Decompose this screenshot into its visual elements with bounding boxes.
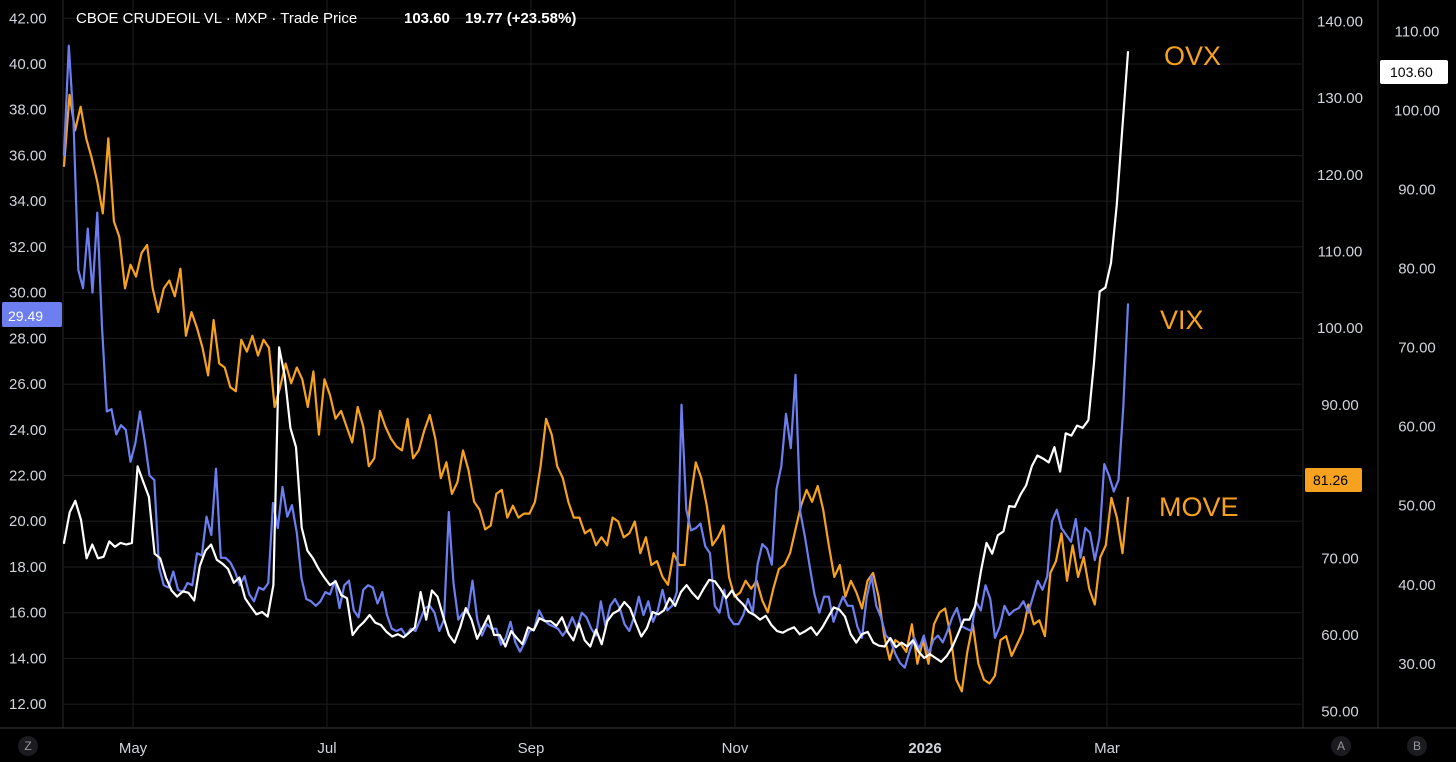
left-axis-tick-label: 34.00 <box>9 193 47 210</box>
series-layer <box>62 44 1130 693</box>
mid-axis-tick-label: 140.00 <box>1317 13 1363 30</box>
ovx-annotation: OVX <box>1164 41 1221 71</box>
left-axis-tick-label: 14.00 <box>9 650 47 667</box>
right-axis-tick-label: 80.00 <box>1398 261 1436 278</box>
right-axis-tick-label: 50.00 <box>1398 498 1436 515</box>
price-change-value: 19.77 (+23.58%) <box>465 10 576 27</box>
right-price-tag: 103.60 <box>1380 60 1448 84</box>
left-axis-tick-label: 30.00 <box>9 285 47 302</box>
crude-oil-vol-series-line[interactable] <box>62 50 1130 663</box>
left-axis-tick-label: 36.00 <box>9 147 47 164</box>
right-axis-tick-label: 90.00 <box>1398 182 1436 199</box>
left-price-tag: 29.49 <box>2 302 62 327</box>
mid-price-tag: 81.26 <box>1305 468 1362 492</box>
grid-lines <box>64 0 1302 727</box>
right-axis-tick-label: 40.00 <box>1398 577 1436 594</box>
right-axis-tick-label: 100.00 <box>1394 103 1440 120</box>
left-axis-tick-label: 16.00 <box>9 605 47 622</box>
right-price-axis[interactable]: 30.00 40.00 50.00 60.00 70.00 80.00 90.00 100.0… <box>1394 24 1440 673</box>
left-axis-tick-label: 32.00 <box>9 239 47 256</box>
right-axis-tick-label: 70.00 <box>1398 340 1436 357</box>
time-tick-label: Nov <box>722 740 749 757</box>
time-tick-label: Mar <box>1094 740 1120 757</box>
auto-scale-button-mid-label: A <box>1337 739 1345 753</box>
left-price-axis[interactable]: 12.00 14.00 16.00 18.00 20.00 22.00 24.00 26.00… <box>9 10 47 713</box>
left-axis-tick-label: 28.00 <box>9 330 47 347</box>
left-axis-tick-label: 20.00 <box>9 513 47 530</box>
move-series-line[interactable] <box>62 93 1130 693</box>
mid-axis-tick-label: 100.00 <box>1317 320 1363 337</box>
left-axis-tick-label: 24.00 <box>9 422 47 439</box>
auto-scale-button-right[interactable]: B <box>1407 736 1427 756</box>
left-price-tag-label: 29.49 <box>8 308 43 324</box>
time-tick-label: 2026 <box>908 740 941 757</box>
auto-scale-button-left[interactable]: Z <box>18 736 38 756</box>
left-axis-tick-label: 12.00 <box>9 696 47 713</box>
mid-axis-tick-label: 50.00 <box>1321 704 1359 721</box>
mid-axis-tick-label: 70.00 <box>1321 550 1359 567</box>
left-axis-tick-label: 42.00 <box>9 10 47 27</box>
right-axis-tick-label: 30.00 <box>1398 656 1436 673</box>
auto-scale-button-mid[interactable]: A <box>1331 736 1351 756</box>
symbol-title[interactable]: CBOE CRUDEOIL VL · MXP · Trade Price <box>76 10 357 27</box>
move-annotation: MOVE <box>1159 492 1239 522</box>
left-axis-tick-label: 40.00 <box>9 56 47 73</box>
vix-annotation: VIX <box>1160 305 1204 335</box>
last-price-value: 103.60 <box>404 10 450 27</box>
time-axis[interactable]: May Jul Sep Nov 2026 Mar <box>119 740 1120 757</box>
mid-axis-tick-label: 130.00 <box>1317 90 1363 107</box>
time-tick-label: Sep <box>518 740 545 757</box>
mid-axis-tick-label: 60.00 <box>1321 627 1359 644</box>
left-axis-tick-label: 22.00 <box>9 468 47 485</box>
mid-axis-tick-label: 90.00 <box>1321 397 1359 414</box>
mid-price-tag-label: 81.26 <box>1313 472 1348 488</box>
right-axis-tick-label: 110.00 <box>1395 24 1440 41</box>
left-axis-tick-label: 26.00 <box>9 376 47 393</box>
time-tick-label: Jul <box>317 740 336 757</box>
right-axis-tick-label: 60.00 <box>1398 419 1436 436</box>
left-axis-tick-label: 38.00 <box>9 102 47 119</box>
left-axis-tick-label: 18.00 <box>9 559 47 576</box>
mid-axis-tick-label: 120.00 <box>1317 167 1363 184</box>
right-price-tag-label: 103.60 <box>1390 64 1433 80</box>
auto-scale-button-right-label: B <box>1413 739 1421 753</box>
time-tick-label: May <box>119 740 148 757</box>
auto-scale-button-left-label: Z <box>24 739 31 753</box>
mid-axis-tick-label: 110.00 <box>1318 244 1363 261</box>
